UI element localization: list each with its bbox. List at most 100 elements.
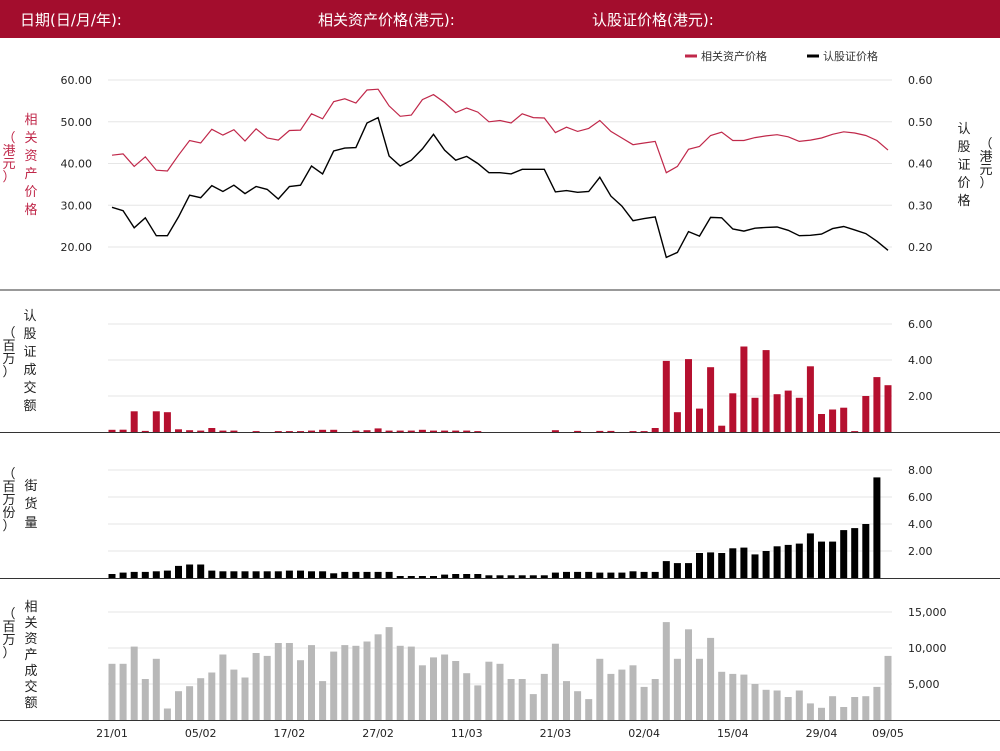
- outstanding-bar: [407, 576, 415, 578]
- outstanding-bar: [285, 570, 293, 578]
- y-right-label-char: 价: [957, 176, 970, 191]
- outstanding-bar: [441, 574, 449, 578]
- y-right-label-char: 证: [957, 158, 970, 173]
- underlying-turnover-bar: [551, 643, 559, 720]
- warrant-turnover-bar: [396, 430, 404, 432]
- outstanding-y-tick: 6.00: [908, 491, 933, 504]
- underlying-turnover-bar: [585, 699, 593, 720]
- warrant-turnover-bar: [441, 430, 449, 432]
- outstanding-bar: [252, 571, 260, 579]
- underlying-turnover-bar: [330, 651, 338, 720]
- underlying-turnover-bar: [352, 645, 360, 720]
- outstanding-bar: [851, 528, 859, 579]
- x-tick-label: 21/03: [540, 727, 572, 740]
- outstanding-bar: [818, 541, 825, 579]
- y-right-label-char: 股: [957, 140, 970, 155]
- outstanding-bar: [208, 570, 216, 578]
- warrant-turnover-bar: [806, 366, 814, 432]
- underlying-turnover-bar: [297, 660, 304, 720]
- warrant-turnover-bar: [374, 428, 382, 432]
- warrant-turnover-bar: [297, 431, 304, 432]
- underlying-turnover-bar: [463, 673, 471, 720]
- warrant-turnover-bar: [685, 359, 692, 432]
- y-left-label-char: 产: [24, 167, 37, 182]
- underlying-turnover-bar: [629, 665, 637, 720]
- warrant-turnover-bar: [851, 431, 859, 432]
- outstanding-bar: [540, 575, 548, 578]
- underlying-turnover-bar: [430, 657, 437, 720]
- warrant-turnover-bar: [884, 385, 892, 432]
- warrant-turnover-bar: [352, 430, 360, 432]
- warrant-turnover-bar: [463, 430, 471, 432]
- underlying-turnover-bar: [718, 671, 726, 720]
- x-tick-label: 09/05: [872, 727, 904, 740]
- warrant-turnover-unit-char: （: [2, 326, 15, 341]
- warrant-turnover-bar: [430, 430, 437, 432]
- warrant-turnover-bar: [141, 430, 149, 432]
- outstanding-bar: [773, 546, 781, 578]
- underlying-turnover-bar: [197, 678, 205, 720]
- warrant-turnover-bar: [363, 430, 371, 432]
- underlying-turnover-bar: [574, 691, 582, 720]
- warrant-price-line: [111, 116, 889, 259]
- legend-label-underlying: 相关资产价格: [701, 49, 767, 63]
- outstanding-bar: [141, 571, 149, 578]
- warrant-turnover-y-tick: 6.00: [908, 318, 933, 331]
- warrant-turnover-bar: [818, 414, 825, 432]
- outstanding-bar: [230, 571, 238, 579]
- underlying-turnover-bar: [773, 690, 781, 720]
- x-tick-label: 02/04: [628, 727, 660, 740]
- outstanding-bar: [862, 524, 870, 578]
- outstanding-bar: [596, 572, 604, 578]
- underlying-turnover-bar: [452, 661, 460, 720]
- outstanding-bar: [707, 552, 715, 578]
- outstanding-bar: [662, 561, 670, 578]
- underlying-turnover-bar: [308, 645, 315, 720]
- underlying-turnover-bar: [396, 645, 404, 720]
- outstanding-label-char: 货: [24, 496, 37, 512]
- underlying-turnover-bar: [829, 696, 837, 720]
- warrant-turnover-bar: [130, 411, 138, 432]
- underlying-turnover-label-char: 成: [24, 664, 37, 679]
- warrant-turnover-bar: [175, 429, 182, 432]
- warrant-turnover-bar: [784, 390, 792, 432]
- outstanding-bar: [319, 571, 327, 579]
- warrant-turnover-unit-char: 万: [2, 352, 15, 367]
- y-left-tick: 30.00: [61, 199, 93, 212]
- outstanding-bar: [418, 576, 426, 578]
- underlying-turnover-bar: [418, 665, 426, 720]
- y-left-unit-char: 港: [2, 144, 15, 159]
- outstanding-bar: [197, 564, 205, 578]
- y-right-unit-char: 港: [979, 150, 992, 165]
- warrant-turnover-bar: [740, 346, 748, 432]
- outstanding-bar: [640, 571, 648, 578]
- warrant-turnover-bar: [163, 412, 171, 432]
- outstanding-label-char: 街: [24, 479, 37, 494]
- outstanding-bar: [352, 571, 360, 578]
- underlying-turnover-label-char: 关: [24, 616, 37, 631]
- underlying-turnover-bar: [163, 708, 171, 720]
- x-tick-label: 17/02: [274, 727, 306, 740]
- outstanding-bar: [696, 553, 703, 578]
- underlying-turnover-bar: [651, 679, 659, 720]
- warrant-turnover-bar: [729, 393, 737, 432]
- y-left-label-char: 相: [24, 113, 37, 128]
- outstanding-bar: [551, 572, 559, 578]
- outstanding-bar: [241, 571, 249, 579]
- y-left-label-char: 价: [24, 185, 37, 200]
- warrant-turnover-bar: [862, 396, 870, 432]
- warrant-turnover-bar: [308, 430, 315, 432]
- y-right-unit-char: 元: [979, 163, 992, 178]
- underlying-turnover-bar: [840, 707, 848, 720]
- underlying-turnover-bar: [108, 663, 116, 720]
- outstanding-unit-char: 份: [2, 506, 15, 521]
- underlying-turnover-unit-char: 百: [2, 620, 15, 635]
- outstanding-bar: [263, 571, 271, 579]
- outstanding-bar: [574, 571, 582, 578]
- underlying-turnover-bar: [485, 661, 493, 720]
- warrant-turnover-label-char: 证: [23, 345, 36, 360]
- x-tick-label: 29/04: [806, 727, 838, 740]
- warrant-turnover-label-char: 成: [23, 363, 36, 378]
- outstanding-bar: [330, 573, 338, 578]
- outstanding-bar: [518, 575, 526, 578]
